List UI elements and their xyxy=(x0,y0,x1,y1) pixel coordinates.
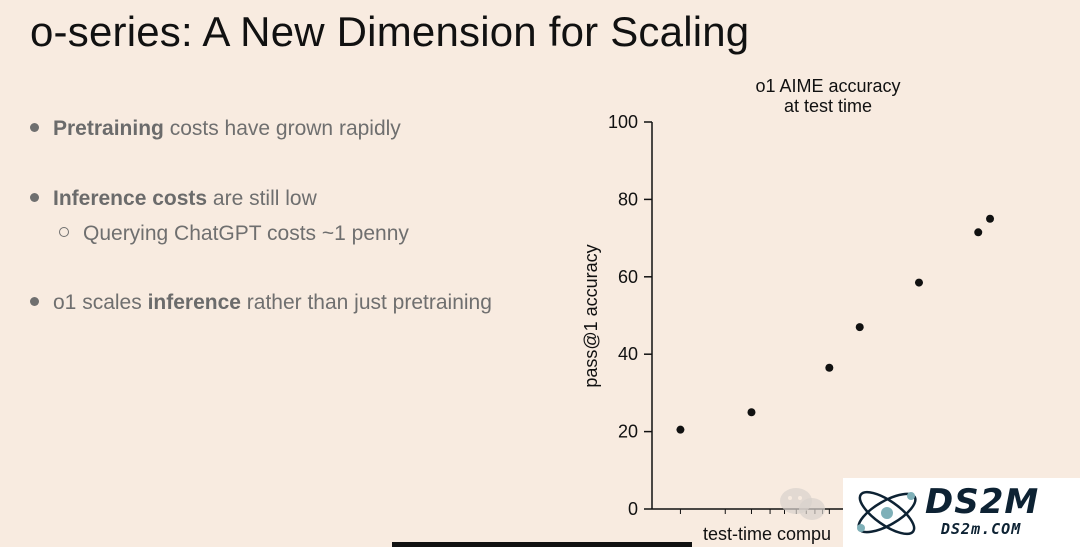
bullet-bold-text: Pretraining xyxy=(53,117,164,140)
atom-logo-icon xyxy=(857,490,917,536)
data-point xyxy=(825,363,834,372)
sub-bullet-ring-icon xyxy=(59,227,69,238)
video-progress-bar[interactable] xyxy=(392,542,692,547)
bullet-text: costs have grown rapidly xyxy=(163,117,401,140)
data-point xyxy=(855,323,864,332)
bullet-bold-text: inference xyxy=(147,291,241,314)
y-tick-label: 20 xyxy=(618,422,638,442)
wechat-watermark-icon xyxy=(780,488,825,520)
y-tick-label: 0 xyxy=(628,499,638,519)
y-tick-label: 60 xyxy=(618,267,638,287)
data-point xyxy=(914,278,923,287)
bullet-text: rather than just pretraining xyxy=(240,291,492,314)
watermark-brand: DS2M xyxy=(925,482,1040,522)
y-axis-label: pass@1 accuracy xyxy=(581,244,601,387)
bullet-pre-text: o1 scales xyxy=(53,291,148,314)
sub-bullet-text: Querying ChatGPT costs ~1 penny xyxy=(83,222,409,245)
bullet-dot-icon xyxy=(30,192,39,202)
watermark-sub: DS2m.COM xyxy=(941,520,1022,538)
bullet-inference-costs: Inference costs are still low xyxy=(30,187,317,211)
bullet-text: are still low xyxy=(207,187,317,210)
data-point xyxy=(974,228,983,237)
bullet-dot-icon xyxy=(30,122,39,132)
chart-title-line-2: at test time xyxy=(784,96,872,116)
y-tick-label: 80 xyxy=(618,189,638,209)
chart-points xyxy=(676,214,995,434)
bullet-o1-scales: o1 scales inference rather than just pre… xyxy=(30,291,492,315)
data-point xyxy=(676,425,685,434)
bullet-dot-icon xyxy=(30,296,39,306)
chart-title-line-1: o1 AIME accuracy xyxy=(755,76,900,96)
scatter-chart: o1 AIME accuracy at test time 0 20 40 60 80 1… xyxy=(581,76,1000,544)
data-point xyxy=(986,214,995,223)
y-tick-label: 100 xyxy=(608,112,638,132)
slide-title: o-series: A New Dimension for Scaling xyxy=(30,8,750,55)
data-point xyxy=(747,408,756,417)
y-tick-label: 40 xyxy=(618,344,638,364)
chart-axes: 0 20 40 60 80 100 xyxy=(608,112,1000,519)
bullet-bold-text: Inference costs xyxy=(53,187,208,210)
sub-bullet-chatgpt-cost: Querying ChatGPT costs ~1 penny xyxy=(59,222,409,246)
x-axis-label: test-time compu xyxy=(703,524,831,544)
watermark-logo: DS2M DS2m.COM xyxy=(843,478,1080,547)
bullet-pretraining: Pretraining costs have grown rapidly xyxy=(30,117,401,141)
